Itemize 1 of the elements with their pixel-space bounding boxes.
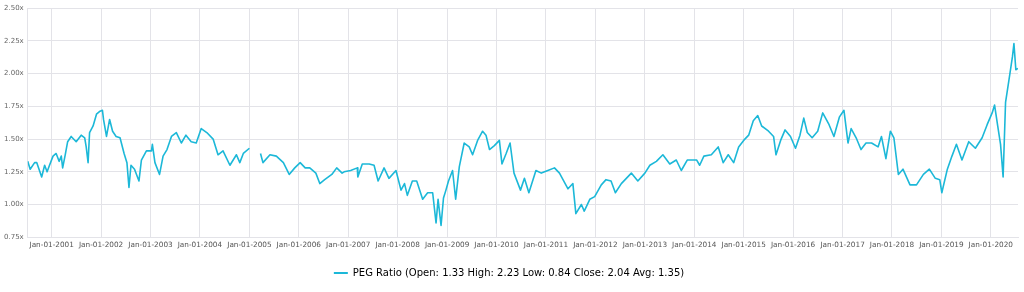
legend-label: PEG Ratio (Open: 1.33 High: 2.23 Low: 0.84 Close: 2.04 Avg: 1.35)	[352, 266, 685, 278]
